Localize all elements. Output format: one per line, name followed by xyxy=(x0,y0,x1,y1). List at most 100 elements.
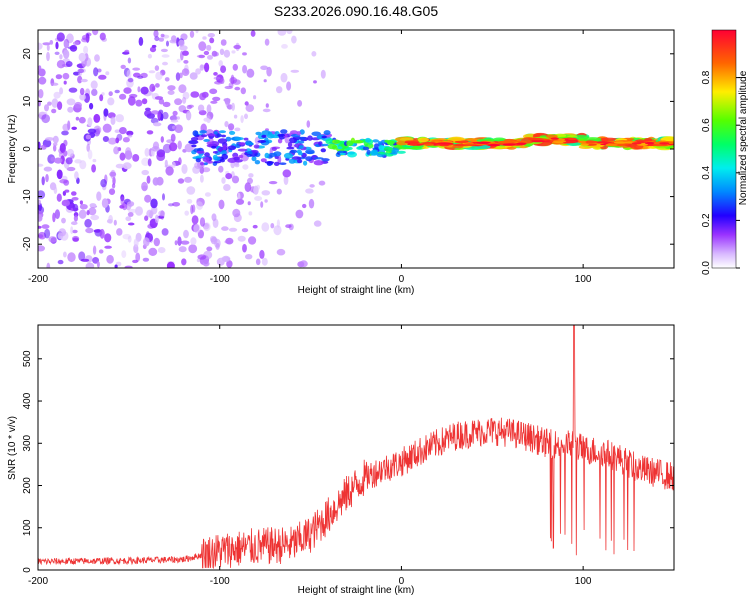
heatmap-cell xyxy=(242,64,248,74)
heatmap-cell xyxy=(240,87,246,95)
heatmap-cell xyxy=(153,237,160,247)
heatmap-cell xyxy=(57,101,63,110)
heatmap-cell xyxy=(141,181,148,192)
heatmap-cell xyxy=(197,104,205,112)
heatmap-cell xyxy=(396,150,406,154)
heatmap-cell xyxy=(220,78,225,84)
heatmap-cell xyxy=(203,223,209,227)
heatmap-cell xyxy=(659,142,670,145)
heatmap-cell xyxy=(276,86,283,94)
heatmap-cell xyxy=(120,64,126,69)
heatmap-cell xyxy=(85,134,92,140)
heatmap-cell xyxy=(323,130,331,136)
heatmap-cell xyxy=(369,150,378,156)
heatmap-cell xyxy=(313,220,322,227)
heatmap-x-tick-label: 100 xyxy=(575,274,592,285)
heatmap-cell xyxy=(184,176,193,183)
heatmap-cell xyxy=(59,179,68,184)
heatmap-cell xyxy=(46,262,51,268)
heatmap-cell xyxy=(154,214,159,224)
heatmap-cell xyxy=(167,85,176,91)
heatmap-cell xyxy=(86,210,90,216)
heatmap-cell xyxy=(298,152,303,156)
heatmap-cell xyxy=(104,245,112,249)
heatmap-cell xyxy=(223,49,231,58)
heatmap-cell xyxy=(63,80,67,85)
heatmap-cell xyxy=(332,145,338,150)
heatmap-cell xyxy=(124,49,130,54)
heatmap-cell xyxy=(245,141,254,146)
snr-y-ticks: 0 100 200 300 400 500 xyxy=(22,350,674,573)
heatmap-cell xyxy=(207,133,216,137)
heatmap-cell xyxy=(162,111,169,120)
heatmap-cell xyxy=(213,76,221,80)
heatmap-cell xyxy=(162,61,168,66)
heatmap-cell xyxy=(77,68,85,73)
heatmap-cell xyxy=(260,65,268,71)
heatmap-cell xyxy=(53,144,57,152)
heatmap-cell xyxy=(311,51,317,57)
heatmap-cell xyxy=(124,265,133,268)
heatmap-cell xyxy=(40,144,47,150)
heatmap-cell xyxy=(157,111,161,119)
snr-y-tick-label: 300 xyxy=(22,434,33,451)
heatmap-cell xyxy=(79,93,86,101)
heatmap-cell xyxy=(46,44,50,51)
heatmap-cell xyxy=(171,161,176,168)
heatmap-cell xyxy=(151,44,157,48)
heatmap-cell xyxy=(313,80,317,84)
heatmap-cell xyxy=(270,223,275,229)
heatmap-cell xyxy=(248,173,254,178)
heatmap-cell xyxy=(135,99,143,107)
heatmap-cell xyxy=(66,148,74,157)
heatmap-cell xyxy=(254,196,263,201)
heatmap-cell xyxy=(44,228,51,239)
heatmap-cell xyxy=(209,37,215,44)
heatmap-cell xyxy=(192,130,199,137)
heatmap-cell xyxy=(196,150,205,154)
heatmap-cell xyxy=(577,140,587,144)
heatmap-cell xyxy=(147,158,152,167)
heatmap-cell xyxy=(245,104,255,112)
heatmap-cell xyxy=(276,188,282,195)
heatmap-cell xyxy=(122,137,130,143)
heatmap-cell xyxy=(243,137,249,141)
heatmap-cell xyxy=(318,180,326,186)
heatmap-cell xyxy=(218,165,224,173)
heatmap-cell xyxy=(216,133,222,138)
heatmap-cell xyxy=(122,162,132,170)
heatmap-cell xyxy=(96,191,102,201)
heatmap-cell xyxy=(206,246,213,252)
heatmap-cell xyxy=(282,169,292,178)
heatmap-cell xyxy=(264,199,268,203)
heatmap-cell xyxy=(67,106,74,113)
heatmap-cell xyxy=(56,193,62,202)
heatmap-cell xyxy=(276,248,286,256)
heatmap-cell xyxy=(288,158,296,164)
heatmap-cell xyxy=(170,133,176,142)
heatmap-cell xyxy=(244,182,252,193)
heatmap-cell xyxy=(178,246,187,253)
heatmap-cell xyxy=(70,226,74,235)
heatmap-cell xyxy=(286,30,293,35)
heatmap-cell xyxy=(307,135,313,141)
heatmap-cell xyxy=(281,44,288,49)
heatmap-cell xyxy=(274,155,279,159)
heatmap-cell xyxy=(93,113,101,123)
heatmap-cell xyxy=(199,64,204,71)
heatmap-cell xyxy=(365,137,371,143)
heatmap-cell xyxy=(38,234,44,239)
heatmap-cell xyxy=(218,199,225,210)
heatmap-x-ticks: -200 -100 0 100 xyxy=(28,30,592,285)
heatmap-cell xyxy=(146,130,154,135)
heatmap-cell xyxy=(148,70,156,74)
heatmap-cell xyxy=(164,159,168,168)
heatmap-cell xyxy=(211,50,218,57)
heatmap-cell xyxy=(223,98,231,103)
heatmap-cell xyxy=(339,140,345,145)
heatmap-cell xyxy=(148,91,154,96)
heatmap-cell xyxy=(93,229,102,233)
heatmap-cell xyxy=(148,247,158,256)
heatmap-cell xyxy=(287,141,293,148)
heatmap-cell xyxy=(114,89,120,94)
